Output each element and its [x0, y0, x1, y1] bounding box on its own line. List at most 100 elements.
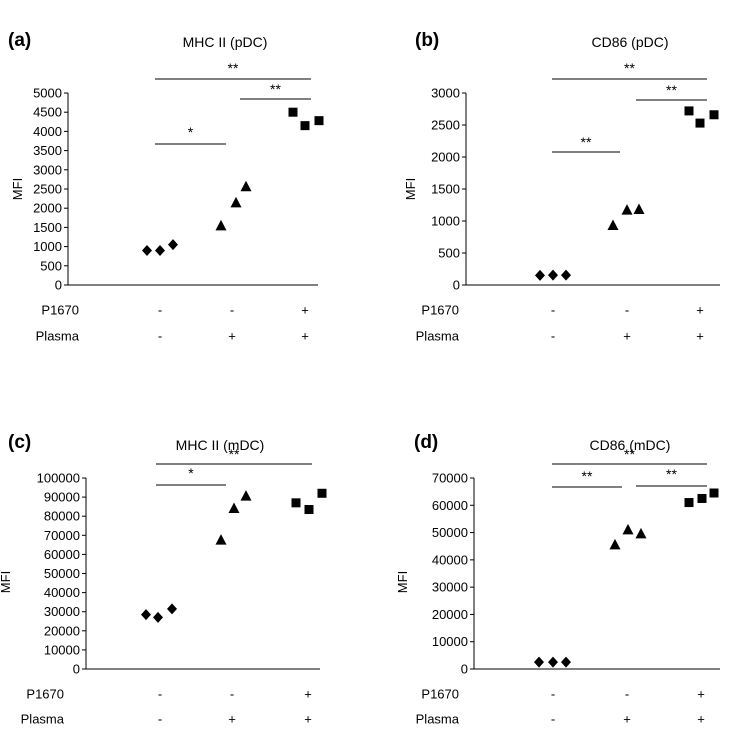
y-tick-label: 30000 — [44, 604, 80, 619]
y-tick-label: 0 — [461, 662, 468, 677]
y-tick-label: 50000 — [432, 525, 468, 540]
data-point-square — [709, 488, 719, 498]
significance-label: ** — [666, 82, 677, 98]
data-point-diamond — [167, 603, 177, 615]
condition-value: + — [696, 329, 704, 344]
y-tick-label: 10000 — [44, 642, 80, 657]
data-point-diamond — [142, 244, 152, 256]
y-tick-label: 0 — [453, 278, 460, 293]
y-tick-label: 500 — [438, 246, 460, 261]
y-tick-label: 1500 — [33, 220, 62, 235]
condition-value: + — [228, 712, 236, 727]
data-point-triangle — [228, 502, 240, 514]
significance-label: ** — [270, 81, 281, 97]
y-axis-label: MFI — [0, 571, 13, 593]
y-tick-label: 500 — [40, 258, 62, 273]
data-point-triangle — [240, 490, 252, 501]
data-point-diamond — [168, 239, 178, 251]
condition-value: + — [623, 329, 631, 344]
data-point-diamond — [548, 656, 558, 668]
y-tick-label: 3000 — [431, 86, 460, 101]
significance-label: ** — [228, 60, 239, 76]
data-point-square — [317, 488, 327, 498]
condition-value: + — [228, 329, 236, 344]
significance-label: ** — [666, 466, 677, 482]
y-tick-label: 0 — [55, 278, 62, 293]
condition-value: + — [623, 712, 631, 727]
y-tick-label: 100000 — [37, 471, 80, 486]
data-point-triangle — [622, 523, 634, 535]
condition-value: - — [158, 303, 162, 318]
condition-row-label: P1670 — [26, 687, 64, 702]
chart-panel: (b) CD86 (pDC) 0 500 1000 1500 2000 2500 3000 MFI… — [403, 30, 720, 344]
significance-label: ** — [624, 60, 635, 76]
y-tick-label: 20000 — [432, 607, 468, 622]
data-point-triangle — [240, 180, 252, 192]
y-tick-label: 60000 — [432, 498, 468, 513]
panel-letter: (a) — [8, 30, 31, 51]
data-point-diamond — [141, 609, 151, 621]
y-tick-label: 3000 — [33, 162, 62, 177]
condition-value: - — [551, 712, 555, 727]
data-point-square — [709, 110, 719, 120]
significance-label: ** — [581, 134, 592, 150]
data-point-triangle — [633, 203, 645, 214]
y-tick-label: 40000 — [44, 585, 80, 600]
significance-label: * — [188, 465, 194, 481]
data-point-square — [695, 118, 705, 128]
condition-value: - — [158, 687, 162, 702]
condition-value: - — [551, 687, 555, 702]
significance-label: * — [188, 124, 194, 140]
data-point-triangle — [607, 219, 619, 230]
data-point-triangle — [215, 534, 227, 545]
data-point-diamond — [548, 269, 558, 281]
y-tick-label: 70000 — [44, 528, 80, 543]
y-tick-label: 2500 — [431, 118, 460, 133]
y-tick-label: 2500 — [33, 182, 62, 197]
data-point-triangle — [215, 219, 227, 231]
condition-value: - — [551, 303, 555, 318]
chart-panel: (a) MHC II (pDC) 0 500 1000 1500 2000 2500 3000 3… — [8, 30, 324, 344]
data-point-square — [288, 107, 298, 117]
y-axis-label: MFI — [403, 178, 418, 200]
chart-panel: (c) MHC II (mDC) 0 10000 20000 30000 40000 5000… — [0, 432, 327, 727]
panel-title: MHC II (mDC) — [176, 437, 265, 453]
condition-row-label: P1670 — [421, 687, 459, 702]
y-axis-label: MFI — [10, 178, 25, 200]
data-point-triangle — [621, 204, 633, 215]
condition-row-label: Plasma — [21, 712, 65, 727]
data-point-triangle — [635, 527, 647, 539]
panel-letter: (d) — [414, 432, 438, 453]
condition-row-label: Plasma — [416, 329, 460, 344]
significance-label: ** — [229, 446, 240, 462]
y-tick-label: 10000 — [432, 634, 468, 649]
significance-label: ** — [624, 446, 635, 462]
data-point-diamond — [561, 269, 571, 281]
condition-value: - — [158, 712, 162, 727]
data-point-square — [300, 121, 310, 131]
y-tick-label: 1000 — [33, 239, 62, 254]
panel-letter: (c) — [8, 432, 31, 453]
condition-row-label: Plasma — [36, 329, 80, 344]
condition-value: + — [697, 712, 705, 727]
panel-title: CD86 (mDC) — [590, 437, 671, 453]
y-tick-label: 90000 — [44, 490, 80, 505]
chart-panel: (d) CD86 (mDC) 0 10000 20000 30000 40000 50000 6… — [395, 432, 720, 727]
y-tick-label: 80000 — [44, 509, 80, 524]
y-tick-label: 0 — [73, 662, 80, 677]
y-tick-label: 60000 — [44, 547, 80, 562]
y-tick-label: 40000 — [432, 552, 468, 567]
y-tick-label: 4000 — [33, 124, 62, 139]
condition-value: - — [551, 329, 555, 344]
condition-value: - — [625, 303, 629, 318]
condition-value: + — [697, 687, 705, 702]
panel-title: MHC II (pDC) — [183, 34, 268, 50]
y-tick-label: 2000 — [431, 150, 460, 165]
y-tick-label: 70000 — [432, 471, 468, 486]
data-point-diamond — [155, 244, 165, 256]
data-point-square — [684, 498, 694, 508]
data-point-diamond — [535, 269, 545, 281]
data-point-square — [304, 505, 314, 515]
panel-title: CD86 (pDC) — [591, 34, 668, 50]
y-tick-label: 20000 — [44, 623, 80, 638]
